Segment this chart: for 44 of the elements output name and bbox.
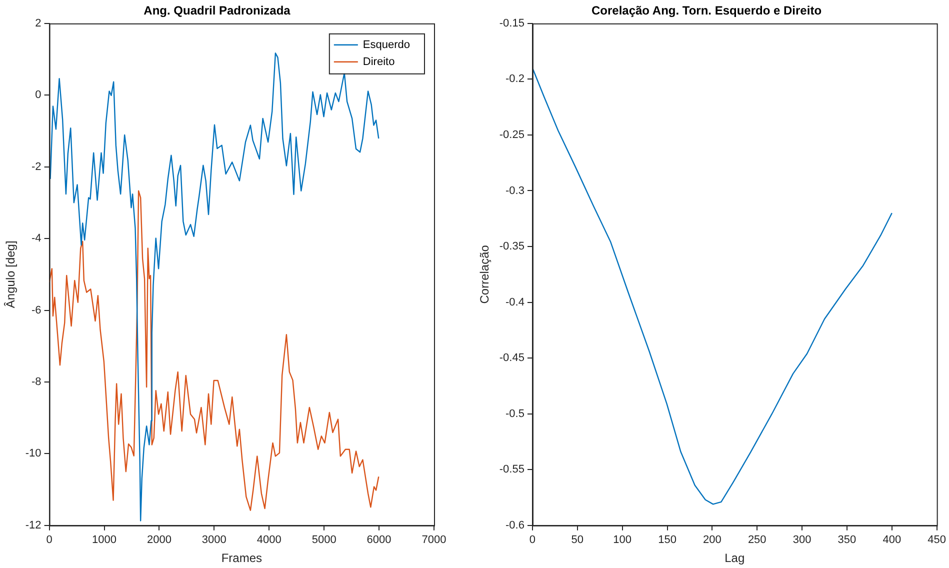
chart-title: Corelação Ang. Torn. Esquerdo e Direito bbox=[591, 4, 822, 18]
x-tick-label: 0 bbox=[46, 534, 52, 546]
y-tick-label: -0.25 bbox=[499, 128, 524, 141]
x-tick-label: 50 bbox=[571, 534, 584, 546]
x-tick-label: 1000 bbox=[92, 534, 116, 546]
x-tick-label: 300 bbox=[792, 534, 812, 546]
x-tick-label: 4000 bbox=[256, 534, 282, 546]
y-tick-label: -0.5 bbox=[506, 408, 524, 420]
x-tick-label: 150 bbox=[658, 534, 676, 546]
x-tick-label: 350 bbox=[838, 534, 856, 546]
x-tick-label: 250 bbox=[748, 534, 766, 546]
y-tick-label: -12 bbox=[25, 519, 42, 532]
legend-label: Esquerdo bbox=[362, 38, 410, 51]
x-axis-title: Frames bbox=[221, 551, 262, 566]
x-tick-label: 100 bbox=[613, 534, 632, 546]
y-tick-label: -2 bbox=[32, 160, 42, 173]
x-tick-label: 5000 bbox=[312, 534, 336, 546]
x-tick-label: 2000 bbox=[146, 534, 172, 546]
y-tick-label: -0.4 bbox=[506, 296, 524, 308]
y-tick-label: -8 bbox=[32, 376, 42, 388]
legend-label: Direito bbox=[362, 56, 395, 68]
y-tick-label: -0.6 bbox=[506, 519, 524, 532]
y-tick-label: -10 bbox=[25, 448, 42, 460]
x-tick-label: 3000 bbox=[202, 534, 226, 546]
y-tick-label: -0.3 bbox=[506, 184, 524, 197]
x-axis-title: Lag bbox=[724, 551, 745, 566]
x-tick-label: 7000 bbox=[422, 534, 446, 546]
y-tick-label: -0.35 bbox=[499, 240, 524, 253]
x-tick-label: 450 bbox=[928, 534, 946, 546]
y-axis-title: Correlação bbox=[478, 244, 492, 304]
y-tick-label: -4 bbox=[32, 232, 42, 245]
x-tick-label: 200 bbox=[703, 534, 722, 546]
y-tick-label: -0.55 bbox=[499, 464, 524, 476]
y-tick-label: 0 bbox=[35, 89, 42, 102]
x-tick-label: 400 bbox=[882, 534, 902, 546]
y-tick-label: 2 bbox=[35, 17, 42, 30]
y-tick-label: -6 bbox=[32, 304, 42, 316]
y-tick-label: -0.15 bbox=[499, 17, 524, 30]
y-axis-title: Ângulo [deg] bbox=[4, 240, 18, 308]
chart-title: Ang. Quadril Padronizada bbox=[144, 4, 291, 18]
y-tick-label: -0.45 bbox=[499, 352, 524, 364]
y-tick-label: -0.2 bbox=[506, 73, 524, 86]
x-tick-label: 6000 bbox=[366, 534, 392, 546]
x-tick-label: 0 bbox=[529, 534, 536, 546]
